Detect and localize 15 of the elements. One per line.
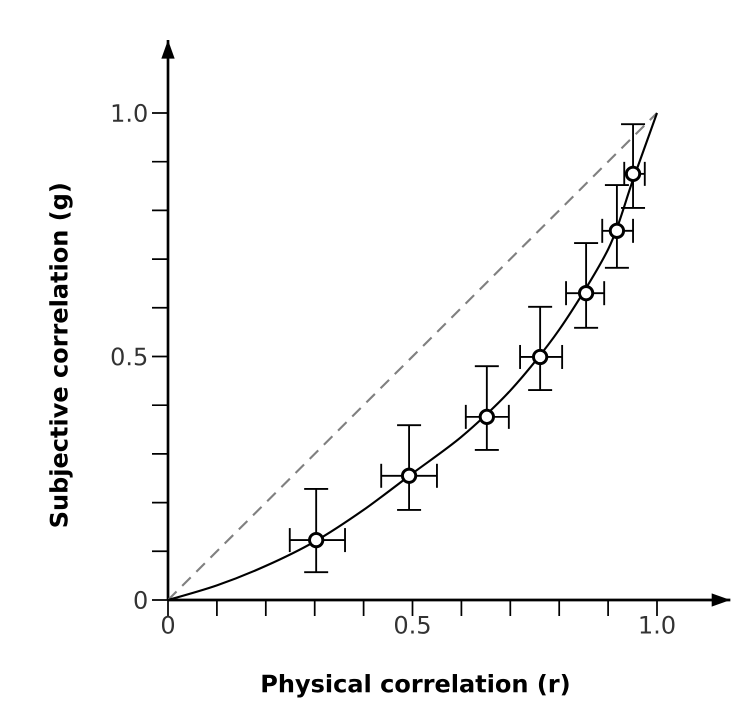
point (400, 468, 418, 484)
point (532, 348, 548, 366)
x-tick-label: 0 (162, 616, 174, 634)
point (478, 408, 495, 426)
point (308, 532, 324, 548)
x-axis-title: Physical correlation (r) (262, 674, 569, 698)
y-tick-label: 0.5 (112, 347, 146, 366)
point (624, 166, 642, 182)
point (608, 222, 626, 239)
point (578, 285, 594, 302)
y-tick-label: 0 (134, 590, 147, 610)
y-tick-label: 1.0 (112, 104, 147, 122)
x-tick-label: 0.5 (395, 616, 430, 634)
x-tick-label: 1.0 (640, 616, 674, 634)
y-axis-title: Subjective correlation (g) (49, 184, 73, 527)
